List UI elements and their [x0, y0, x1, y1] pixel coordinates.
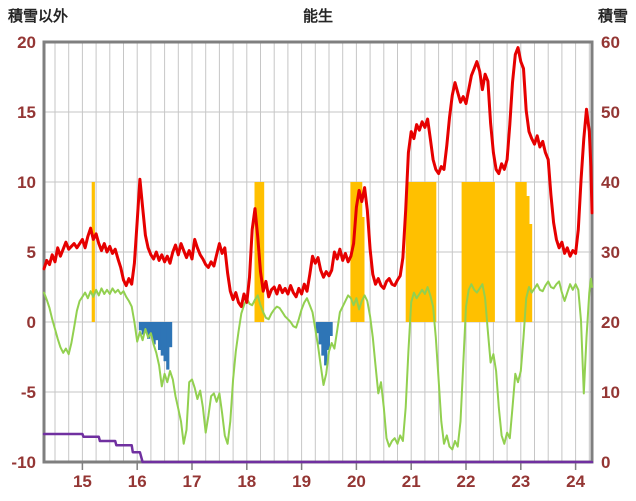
left-axis-title: 積雪以外: [7, 7, 68, 25]
right-axis-tick-label: 0: [601, 453, 610, 472]
x-axis-tick-label: 19: [292, 472, 311, 491]
x-axis-tick-label: 18: [237, 472, 256, 491]
right-axis-title: 積雪: [597, 7, 628, 25]
x-axis-tick-label: 20: [347, 472, 366, 491]
left-axis-tick-label: 0: [27, 313, 36, 332]
chart-layers: -10 -5 0 5 10 15 20 0 10 20 30 40 50 60 15 16 17 18 19 20 21…: [11, 33, 620, 491]
x-axis-tick-label: 15: [73, 472, 92, 491]
right-axis-tick-label: 40: [601, 173, 620, 192]
left-axis-tick-label: 5: [27, 243, 36, 262]
right-axis-tick-label: 20: [601, 313, 620, 332]
axis-tick-labels: -10 -5 0 5 10 15 20 0 10 20 30 40 50 60 15 16 17 18 19 20 21…: [11, 33, 620, 491]
chart-title: 能生: [303, 7, 333, 25]
right-axis-tick-label: 60: [601, 33, 620, 52]
x-axis-tick-label: 17: [183, 472, 202, 491]
x-axis-tick-label: 23: [511, 472, 530, 491]
left-axis-tick-label: -5: [21, 383, 36, 402]
green-line: [43, 277, 593, 451]
x-axis-tick-label: 16: [128, 472, 147, 491]
left-axis-tick-label: 10: [17, 173, 36, 192]
red-line: [42, 46, 594, 309]
purple-line: [42, 432, 594, 464]
x-axis-tick-label: 24: [566, 472, 585, 491]
right-axis-tick-label: 30: [601, 243, 620, 262]
left-axis-tick-label: 15: [17, 103, 36, 122]
x-axis-ticks: [81, 463, 577, 470]
blue-negative-bars: [138, 322, 333, 370]
x-axis-tick-label: 22: [457, 472, 476, 491]
x-axis-tick-label: 21: [402, 472, 421, 491]
right-axis-tick-label: 10: [601, 383, 620, 402]
right-axis-tick-label: 50: [601, 103, 620, 122]
left-axis-tick-label: 20: [17, 33, 36, 52]
left-axis-tick-label: -10: [11, 453, 36, 472]
